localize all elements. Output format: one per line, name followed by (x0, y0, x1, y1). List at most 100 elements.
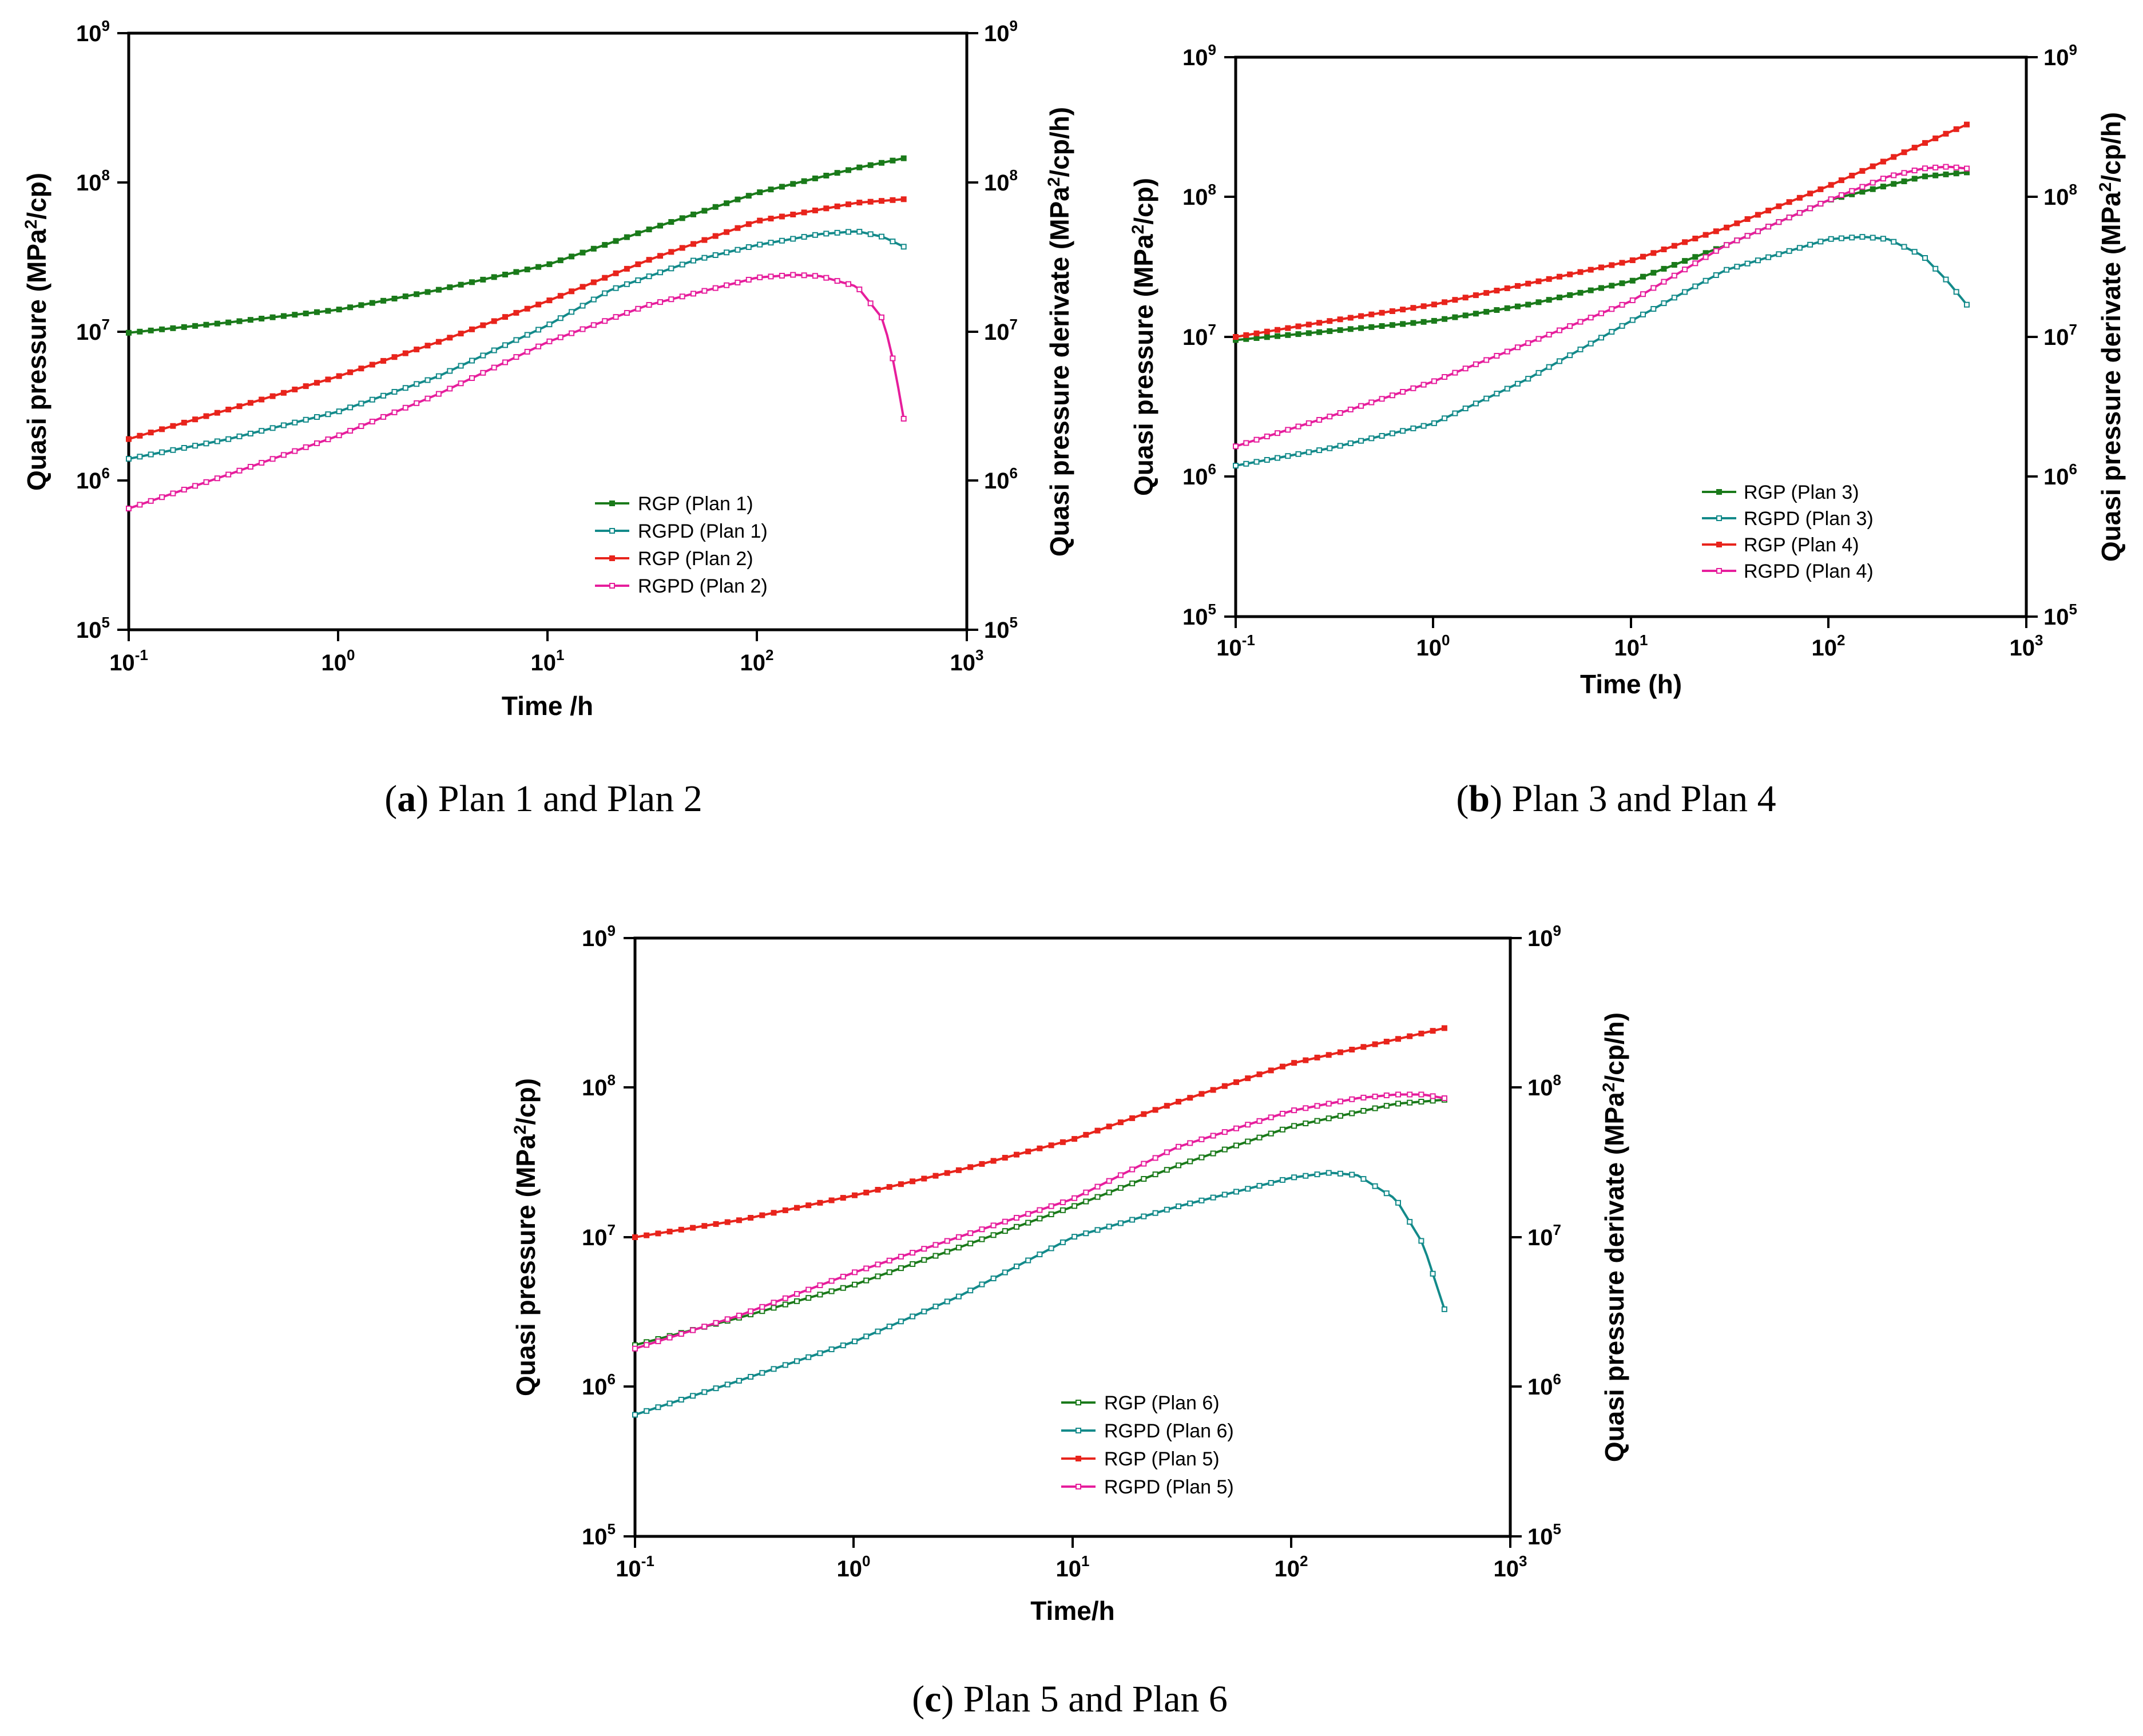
data-point (1083, 1131, 1089, 1138)
data-point (192, 483, 199, 489)
data-point (1303, 1121, 1309, 1126)
data-point (1640, 311, 1646, 317)
data-point (1059, 1207, 1066, 1213)
data-point (447, 284, 453, 291)
data-point (1431, 420, 1437, 426)
data-point (967, 1230, 974, 1236)
x-tick-label: 103 (2010, 631, 2043, 661)
data-point (875, 1273, 881, 1280)
data-point (898, 1265, 904, 1272)
data-point (1187, 1140, 1193, 1146)
data-point (1233, 1079, 1239, 1085)
data-point (1395, 1199, 1401, 1206)
data-point (1285, 325, 1291, 331)
y-tick-label-right: 109 (1527, 922, 1561, 951)
data-point (1567, 323, 1573, 329)
data-point (236, 403, 243, 410)
data-point (655, 1404, 661, 1411)
data-point (886, 1324, 892, 1329)
data-point (1880, 184, 1886, 190)
y-tick-label: 108 (76, 166, 110, 196)
data-point (1557, 358, 1562, 364)
data-point (635, 277, 641, 283)
data-point (280, 313, 287, 319)
data-point (546, 321, 553, 328)
data-point (863, 1189, 870, 1195)
data-point (735, 225, 741, 231)
data-point (1337, 1113, 1343, 1119)
legend-label: RGP (Plan 4) (1744, 534, 1859, 556)
data-point (856, 200, 863, 206)
data-point (1389, 308, 1395, 314)
data-point (1176, 1143, 1181, 1150)
data-point (794, 1205, 800, 1211)
data-point (1870, 186, 1876, 192)
data-point (1891, 154, 1897, 160)
data-point (1462, 295, 1469, 301)
legend-marker (1716, 515, 1722, 521)
data-point (678, 1397, 684, 1403)
data-point (1431, 317, 1437, 324)
data-point (823, 275, 830, 281)
data-point (1164, 1149, 1170, 1155)
data-point (771, 1300, 777, 1306)
y-tick-label: 106 (76, 464, 110, 494)
data-point (1629, 317, 1636, 323)
data-point (828, 1197, 835, 1203)
data-point (1037, 1145, 1043, 1151)
data-point (1395, 1036, 1401, 1042)
data-point (712, 285, 719, 291)
data-point (735, 279, 741, 285)
panel-a-ticks (117, 32, 978, 641)
data-point (1347, 440, 1354, 446)
data-point (557, 334, 563, 340)
data-point (1473, 311, 1479, 317)
data-point (1431, 378, 1437, 384)
data-point (314, 309, 320, 315)
data-point (955, 1167, 962, 1173)
data-point (1964, 121, 1970, 128)
data-point (794, 1291, 800, 1297)
data-point (1452, 370, 1458, 376)
data-point (314, 380, 320, 386)
data-point (1347, 326, 1354, 332)
data-point (1640, 291, 1646, 297)
y-tick-label-right: 105 (1527, 1520, 1561, 1550)
data-point (834, 203, 840, 209)
data-point (890, 239, 896, 245)
data-point (435, 373, 442, 379)
data-point (1210, 1150, 1216, 1157)
data-point (391, 389, 398, 395)
data-point (1275, 333, 1280, 339)
data-point (369, 396, 375, 403)
data-point (724, 282, 730, 288)
data-point (1418, 1091, 1424, 1098)
data-point (1849, 235, 1855, 241)
data-point (1755, 257, 1761, 264)
series-line (1235, 165, 1967, 448)
data-point (1682, 239, 1688, 245)
data-point (1368, 399, 1375, 406)
data-point (1849, 173, 1855, 178)
x-tick-label: 10-1 (1216, 631, 1255, 661)
data-point (632, 1345, 638, 1352)
y-axis-title-left: Quasi pressure (MPa2/cp) (22, 173, 51, 491)
data-point (644, 1408, 650, 1414)
data-point (546, 297, 553, 304)
data-point (1187, 1200, 1193, 1206)
data-point (391, 409, 398, 415)
data-point (779, 237, 785, 244)
data-point (1349, 1110, 1355, 1117)
data-point (303, 311, 309, 316)
data-point (1765, 224, 1772, 230)
data-point (805, 1295, 812, 1301)
data-point (657, 253, 663, 259)
data-point (1650, 306, 1657, 312)
data-point (921, 1175, 927, 1182)
data-point (1129, 1166, 1136, 1173)
data-point (1268, 1130, 1274, 1137)
legend-label: RGPD (Plan 4) (1744, 561, 1874, 582)
panel-c-legend: RGP (Plan 6) RGPD (Plan 6) RGP (Plan 5) … (1061, 1392, 1234, 1498)
data-point (635, 230, 641, 236)
series-markers (1233, 169, 1970, 343)
